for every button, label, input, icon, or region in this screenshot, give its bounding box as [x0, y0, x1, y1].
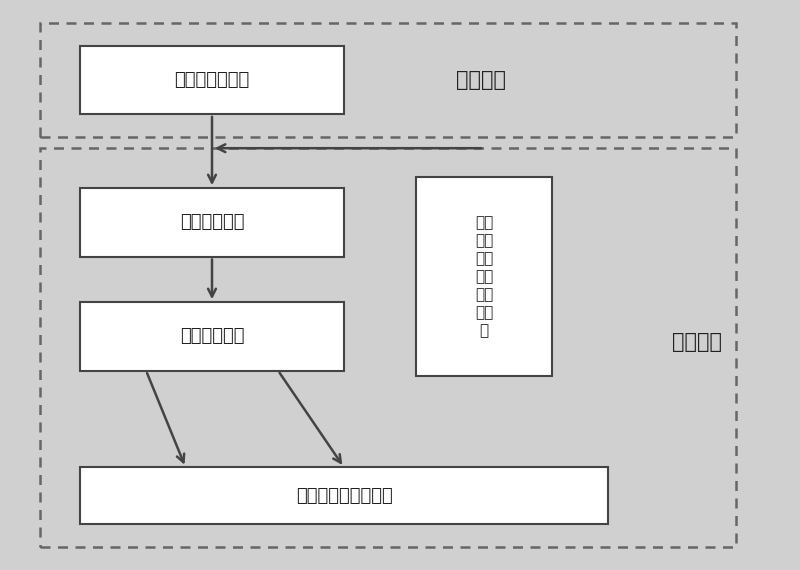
Text: 数据生成，统计结果: 数据生成，统计结果 [296, 487, 392, 505]
Text: 硬件系统: 硬件系统 [456, 70, 506, 90]
Bar [80, 302, 344, 370]
Bar [40, 23, 736, 137]
Bar [80, 467, 608, 524]
Bar [80, 188, 344, 256]
Text: 平台
移动
及图
像获
取控
制系
统: 平台 移动 及图 像获 取控 制系 统 [475, 215, 493, 338]
Bar [80, 46, 344, 114]
Bar [40, 148, 736, 547]
Text: 软件系统: 软件系统 [672, 332, 722, 352]
Text: 图像拼接系统: 图像拼接系统 [180, 213, 244, 231]
Text: 荧光倒置显微镜: 荧光倒置显微镜 [174, 71, 250, 89]
Bar [416, 177, 552, 376]
Text: 图像识别系统: 图像识别系统 [180, 327, 244, 345]
